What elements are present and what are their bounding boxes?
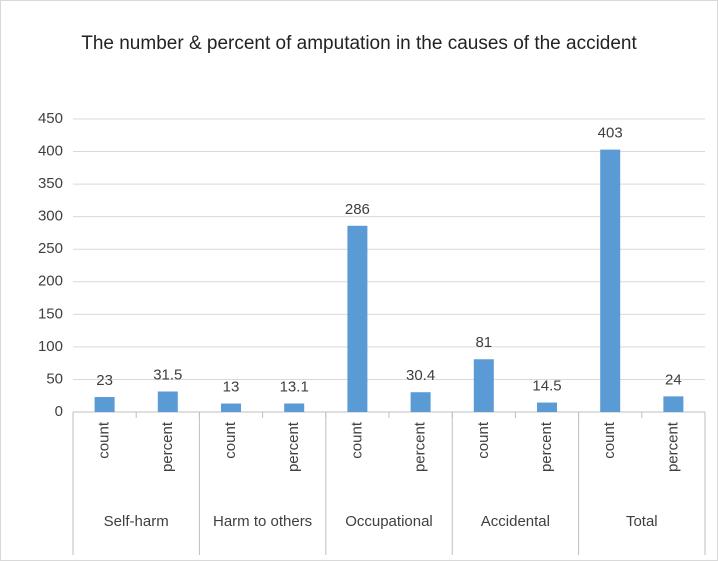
bar [473, 359, 494, 412]
bar [94, 397, 115, 412]
x-tick-label: percent [159, 421, 176, 472]
data-label: 14.5 [532, 378, 561, 395]
x-tick-label: count [222, 421, 239, 459]
x-tick-label: percent [285, 421, 302, 472]
data-label: 81 [475, 334, 492, 351]
bar [221, 403, 241, 412]
x-tick-label: percent [412, 421, 429, 472]
data-label: 13.1 [280, 378, 309, 395]
data-label: 23 [96, 372, 113, 389]
y-tick-label: 200 [38, 273, 63, 290]
y-tick-label: 300 [38, 208, 63, 225]
y-tick-label: 250 [38, 240, 63, 257]
y-tick-label: 100 [38, 338, 63, 355]
x-tick-label: count [601, 421, 618, 459]
y-tick-label: 50 [46, 370, 63, 387]
bar [284, 403, 305, 412]
bar [410, 392, 431, 412]
data-label: 31.5 [153, 366, 182, 383]
group-label: Accidental [480, 513, 550, 530]
y-tick-label: 150 [38, 305, 63, 322]
x-tick-label: percent [538, 421, 555, 472]
group-label: Total [625, 513, 658, 530]
data-label: 286 [345, 201, 370, 218]
data-label: 30.4 [406, 367, 435, 384]
y-tick-label: 400 [38, 143, 63, 160]
bar [600, 149, 621, 412]
y-tick-label: 350 [38, 175, 63, 192]
bar [663, 396, 684, 412]
y-tick-label: 450 [38, 110, 63, 127]
data-label: 403 [598, 125, 623, 142]
chart-title: The number & percent of amputation in th… [81, 33, 637, 54]
data-label: 13 [223, 379, 240, 396]
group-label: Occupational [345, 513, 433, 530]
x-tick-label: count [348, 421, 365, 459]
x-tick-label: count [96, 421, 113, 459]
group-label: Self-harm [103, 513, 169, 530]
bar [347, 225, 368, 412]
data-label: 24 [665, 371, 682, 388]
bar [537, 402, 557, 412]
bar [157, 391, 178, 412]
group-label: Harm to others [212, 513, 313, 530]
y-tick-label: 0 [55, 403, 63, 420]
x-tick-label: percent [664, 421, 681, 472]
x-tick-label: count [475, 421, 492, 459]
